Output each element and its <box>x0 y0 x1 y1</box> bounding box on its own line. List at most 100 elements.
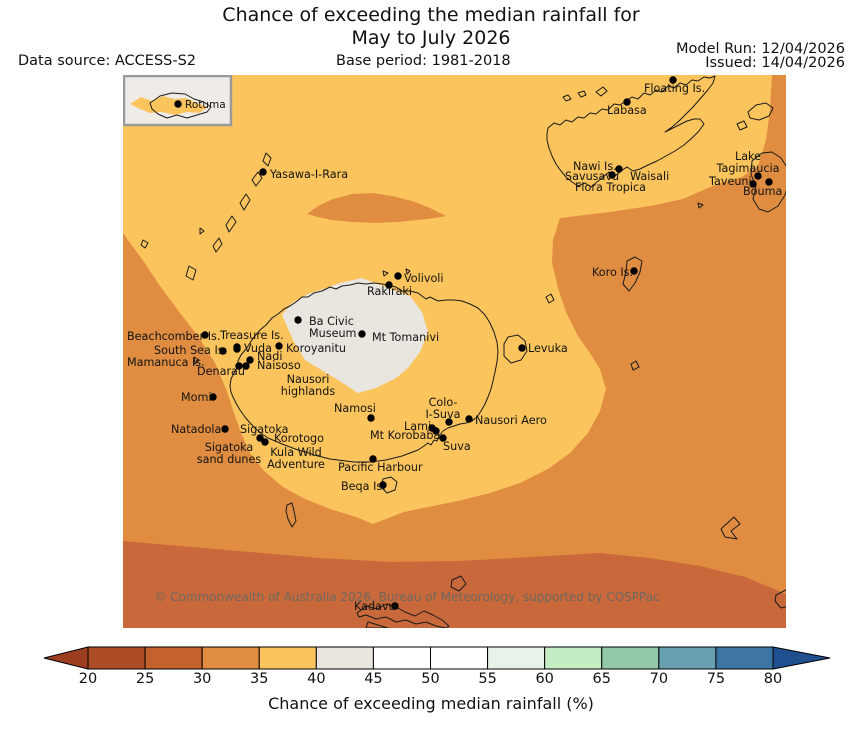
place-label-sigatoka-sand-dunes: Sigatoka sand dunes <box>197 441 262 466</box>
place-label-savusavu: Savusavu <box>565 170 619 183</box>
region-25-30 <box>123 541 786 628</box>
colorbar-segment-35-40 <box>258 646 317 670</box>
place-dot-ba-civic-museum <box>294 316 302 324</box>
place-label-koro-is: Koro Is. <box>592 266 633 279</box>
place-label-beachcomber-is: Beachcomber Is. <box>127 330 220 343</box>
place-label-floating-is: Floating Is. <box>644 82 705 95</box>
place-label-waisali: Waisali <box>630 170 669 183</box>
place-label-namosi: Namosi <box>334 402 376 415</box>
small-island-west-1 <box>185 265 197 281</box>
place-label-lake-tagimaucia: Lake Tagimaucia <box>715 150 779 175</box>
place-dot-sigatoka <box>256 434 264 442</box>
ovalau-island <box>503 334 528 364</box>
place-label-kula-wild-adventure: Kula Wild Adventure <box>267 446 325 471</box>
kadavu-tail <box>365 621 389 628</box>
base-period-label: Base period: 1981-2018 <box>336 53 511 69</box>
region-30-35-lens <box>307 193 446 223</box>
place-dot-rakiraki <box>385 281 393 289</box>
place-label-momi: Momi <box>181 391 212 404</box>
taveuni-coastline <box>750 151 786 213</box>
place-label-pacific-harbour: Pacific Harbour <box>338 461 423 474</box>
colorbar-tick-45: 45 <box>364 671 382 687</box>
copyright-notice: © Commonwealth of Australia 2026, Bureau… <box>154 590 659 604</box>
colorbar-tick-50: 50 <box>421 671 439 687</box>
place-dot-suva <box>439 434 447 442</box>
colorbar-segment-30-35 <box>201 646 260 670</box>
place-label-mt-korobaba: Mt Korobaba <box>370 429 440 442</box>
small-island-southeast <box>720 516 741 540</box>
page-title: Chance of exceeding the median rainfall … <box>222 4 640 26</box>
place-label-vuda: Vuda <box>244 342 272 355</box>
vatulele-island <box>285 502 297 528</box>
place-dot-nawi-is <box>615 165 623 173</box>
place-label-nadi: Nadi <box>257 350 282 363</box>
place-dot-colo-i-suva <box>445 418 453 426</box>
rainfall-probability-map: © Commonwealth of Australia 2026, Bureau… <box>123 75 786 628</box>
yasawa-island-4 <box>225 215 237 233</box>
small-island-volivoli-1 <box>382 270 389 277</box>
colorbar-tick-25: 25 <box>136 671 154 687</box>
page-title-line2: May to July 2026 <box>351 27 511 49</box>
place-dot-volivoli <box>394 272 402 280</box>
place-label-rotuma: Rotuma <box>185 99 226 111</box>
place-dot-mt-tomanivi <box>358 330 366 338</box>
place-label-beqa-is: Beqa Is. <box>341 480 386 493</box>
place-dot-koro-is <box>630 267 638 275</box>
place-label-kadavu: Kadavu <box>354 600 396 613</box>
yasawa-island-3 <box>239 193 251 211</box>
small-island-mamanuca <box>193 356 200 365</box>
place-dot-beqa-is <box>379 481 387 489</box>
place-dot-taveuni <box>749 180 757 188</box>
colorbar-tick-20: 20 <box>79 671 97 687</box>
rotuma-coastline <box>149 92 212 119</box>
issued-label: Issued: 14/04/2026 <box>705 55 845 71</box>
colorbar-tick-60: 60 <box>535 671 553 687</box>
place-label-volivoli: Volivoli <box>404 272 444 285</box>
place-dot-rotuma <box>174 100 182 108</box>
place-label-levuka: Levuka <box>528 342 568 355</box>
colorbar-segment-50-55 <box>430 646 489 670</box>
place-markers: Rotuma Floating Is. Labasa Yasawa-I-Rara Naw… <box>127 76 782 613</box>
place-label-natadola: Natadola <box>171 423 221 436</box>
model-run-label: Model Run: 12/04/2026 <box>675 41 845 57</box>
viti-levu-coastline <box>229 282 499 463</box>
place-dot-taveuni <box>754 172 762 180</box>
place-label-flora-tropica: Flora Tropica <box>575 181 646 194</box>
place-label-naisoso: Naisoso <box>257 359 301 372</box>
probability-colorbar: 20 25 30 35 40 45 50 55 60 65 70 75 80 Chance of exc… <box>43 646 831 713</box>
colorbar-segment-65-70 <box>601 646 660 670</box>
place-dot-koroyanitu <box>275 342 283 350</box>
colorbar-tick-70: 70 <box>650 671 668 687</box>
colorbar-arrow-high <box>772 646 831 670</box>
place-label-suva: Suva <box>443 440 471 453</box>
place-dot-namosi <box>367 414 375 422</box>
colorbar-segment-45-50 <box>372 646 431 670</box>
place-dot-nausori-aero <box>465 415 473 423</box>
place-dot-yasawa-i-rara <box>259 168 267 176</box>
place-label-koroyanitu: Koroyanitu <box>286 342 346 355</box>
small-island-north-3 <box>577 90 587 98</box>
small-island-north-2 <box>562 94 572 102</box>
place-label-mamanuca-is: Mamanuca Is. <box>127 356 205 369</box>
small-island-east <box>697 202 704 209</box>
colorbar-tick-40: 40 <box>307 671 325 687</box>
place-dot-nadi <box>246 356 254 364</box>
colorbar-segments: 20 25 30 35 40 45 50 55 60 65 70 75 80 <box>43 646 831 687</box>
place-dot-denarau <box>235 362 243 370</box>
place-label-colo-i-suva: Colo-I-Suva <box>425 396 460 421</box>
place-dot-momi <box>209 393 217 401</box>
colorbar-segment-60-65 <box>544 646 603 670</box>
kadavu-island <box>356 603 450 628</box>
place-label-sigatoka: Sigatoka <box>240 423 289 436</box>
place-dot-vuda <box>233 345 241 353</box>
place-label-mt-tomanivi: Mt Tomanivi <box>372 331 439 344</box>
koro-island <box>622 256 643 292</box>
place-label-denarau: Denarau <box>197 365 245 378</box>
inset-shading-blob <box>130 96 208 115</box>
place-label-nawi-is: Nawi Is. <box>573 160 617 173</box>
small-island-volivoli-2 <box>405 268 411 275</box>
yasawa-island-2 <box>251 171 263 187</box>
place-label-yasawa-i-rara: Yasawa-I-Rara <box>269 168 348 181</box>
vanua-levu-coastline <box>546 75 716 188</box>
place-dot-pacific-harbour <box>369 455 377 463</box>
